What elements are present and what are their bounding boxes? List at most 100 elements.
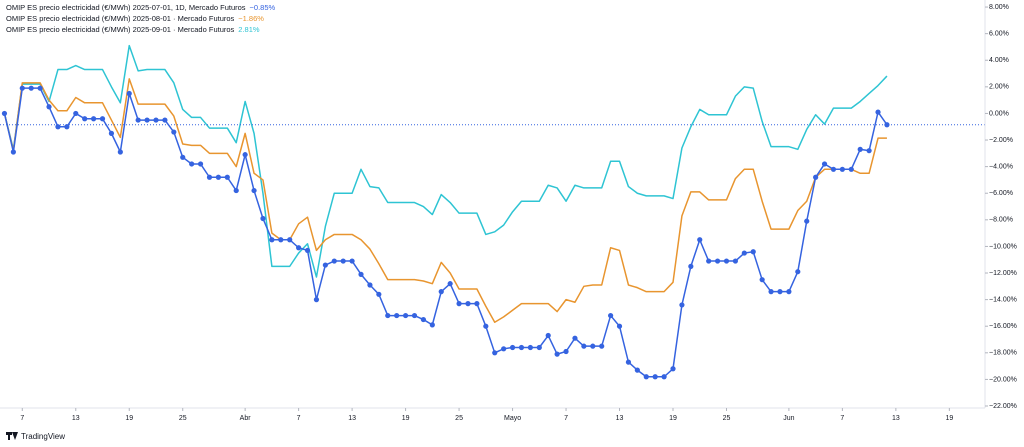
y-tick-label: −4.00% [989,163,1013,170]
data-point [483,323,489,329]
data-point [456,301,462,307]
data-point [28,85,34,91]
y-tick-label: 2.00% [989,84,1009,91]
data-point [99,116,106,122]
data-point [688,263,694,269]
data-point [233,187,239,194]
data-point [322,262,328,268]
x-tick-label: 7 [20,415,24,422]
data-point [741,250,747,256]
x-tick-label: 7 [840,415,844,422]
data-point [73,110,79,117]
x-tick-label: 19 [669,415,677,422]
watermark-text: TradingView [21,432,65,441]
data-point [590,343,596,349]
data-point [153,117,159,123]
data-point [260,215,266,222]
data-point [349,258,355,264]
data-point [278,237,284,243]
y-tick-label: 4.00% [989,57,1009,64]
legend-name: OMIP ES precio electricidad (€/MWh) 2025… [6,3,246,12]
data-point [171,129,177,135]
legend-name: OMIP ES precio electricidad (€/MWh) 2025… [6,14,235,23]
y-tick-label: −20.00% [989,376,1017,383]
y-tick-label: 0.00% [989,110,1009,117]
y-tick-label: −10.00% [989,243,1017,250]
x-tick-label: 13 [348,415,356,422]
data-point [269,237,275,243]
watermark: TradingView [6,432,65,441]
data-point [821,161,828,167]
data-point [536,344,542,351]
data-point [385,312,391,319]
data-point [625,359,632,365]
legend-value: −1.86% [238,14,264,23]
legend-value: −0.85% [250,3,276,12]
x-tick-label: Mayo [504,415,521,422]
data-point [224,174,230,180]
data-point [777,289,783,295]
data-point [554,351,560,357]
data-point [162,117,168,123]
series-line [3,78,887,323]
data-point [732,258,739,264]
data-point [358,271,364,277]
plot-area [0,44,985,380]
y-tick-label: −8.00% [989,217,1013,224]
data-point [804,218,810,224]
data-point [304,247,311,254]
data-point [759,277,765,283]
data-point [251,187,257,194]
data-point [215,174,221,180]
data-point [848,166,854,172]
y-tick-label: −16.00% [989,323,1017,330]
data-point [768,289,774,295]
data-point [313,297,320,303]
data-point [714,258,721,264]
data-point [527,344,533,351]
data-point [420,316,427,323]
data-point [206,174,213,180]
data-point [652,374,658,380]
x-tick-label: 19 [125,415,133,422]
series-line [3,87,888,378]
legend-entry: OMIP ES precio electricidad (€/MWh) 2025… [6,14,264,23]
data-point [1,110,8,117]
data-point [581,343,587,349]
data-point [509,344,516,351]
data-point [670,366,676,372]
x-tick-label: 19 [945,415,953,422]
data-point [197,161,204,167]
legend-name: OMIP ES precio electricidad (€/MWh) 2025… [6,25,235,34]
y-tick-label: 6.00% [989,30,1009,37]
data-point [608,312,614,319]
data-point [117,149,123,155]
y-tick-label: −2.00% [989,137,1013,144]
x-tick-label: 19 [402,415,410,422]
data-point [518,344,525,351]
y-tick-label: −14.00% [989,296,1017,303]
data-point [723,258,730,264]
data-point [90,116,97,122]
y-tick-label: −6.00% [989,190,1013,197]
x-tick-label: Abr [240,415,252,422]
x-tick-label: 25 [723,415,731,422]
data-point [474,301,480,307]
data-point [830,166,837,172]
data-point [46,104,52,110]
legend-value: 2.81% [238,25,260,34]
data-point [572,335,578,341]
data-point [599,343,605,349]
data-point [563,348,569,355]
data-point [884,122,890,128]
data-point [376,291,382,297]
data-point [242,152,248,158]
data-point [750,249,756,255]
data-point [19,85,25,91]
data-point [296,245,302,251]
y-tick-label: 8.00% [989,4,1009,11]
x-tick-label: 13 [892,415,900,422]
logo-part [12,432,18,440]
data-point [180,154,186,160]
